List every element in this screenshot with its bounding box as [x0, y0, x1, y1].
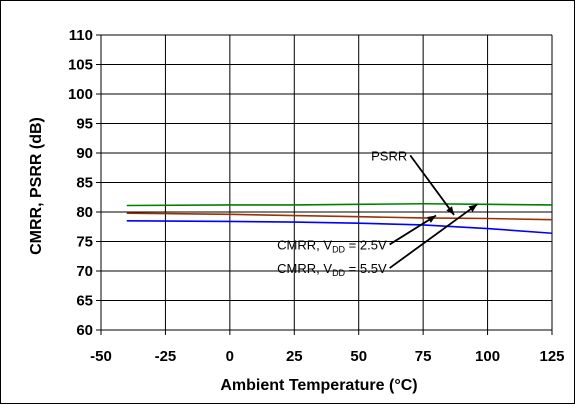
- y-tick-label: 110: [69, 27, 93, 44]
- annotation-arrow: [389, 203, 478, 269]
- y-tick-label: 105: [68, 57, 93, 74]
- y-tick-label: 95: [76, 116, 93, 133]
- grid: [96, 34, 553, 335]
- x-tick-label: 100: [475, 348, 500, 365]
- x-tick-label: 25: [286, 348, 303, 365]
- tick-labels: -50 -25 0 25 50 75 100 125 60 65 70 75 80 85 90 95 100 10…: [68, 27, 565, 365]
- x-tick-label: 50: [350, 348, 367, 365]
- annotation-label: CMRR, VDD = 2.5V: [277, 237, 387, 254]
- annotation-arrowhead: [468, 204, 478, 213]
- annotation-label: PSRR: [371, 148, 407, 163]
- annotation-text: CMRR, V: [277, 237, 332, 252]
- series-lines: [126, 202, 553, 235]
- annotation-suffix: = 5.5V: [345, 261, 387, 276]
- x-axis-label: Ambient Temperature (°C): [220, 377, 417, 394]
- y-tick-label: 65: [76, 293, 93, 310]
- annotation-arrow: [389, 214, 437, 246]
- y-tick-label: 90: [76, 145, 93, 162]
- annotation-arrowhead: [427, 215, 437, 223]
- annotation-arrowhead: [446, 206, 455, 215]
- annotation-suffix: = 2.5V: [345, 237, 387, 252]
- annotation-label: CMRR, VDD = 5.5V: [277, 261, 387, 278]
- series-line: [126, 220, 553, 235]
- y-tick-label: 60: [76, 322, 93, 339]
- annotation-text: PSRR: [371, 148, 407, 163]
- annotation-subscript: DD: [332, 268, 345, 278]
- annotation-arrow: [409, 154, 455, 216]
- x-tick-label: 0: [226, 348, 234, 365]
- series-line: [126, 212, 553, 221]
- x-tick-label: -25: [155, 348, 177, 365]
- x-tick-label: 75: [415, 348, 432, 365]
- x-tick-label: -50: [90, 348, 112, 365]
- annotation-subscript: DD: [332, 244, 345, 254]
- y-tick-label: 80: [76, 204, 93, 221]
- y-tick-label: 75: [76, 234, 93, 251]
- y-tick-label: 85: [76, 175, 93, 192]
- series-line: [126, 202, 553, 207]
- y-axis-label: CMRR, PSRR (dB): [28, 117, 45, 255]
- y-tick-label: 70: [76, 263, 93, 280]
- x-tick-label: 125: [539, 348, 564, 365]
- y-tick-label: 100: [68, 86, 93, 103]
- annotation-text: CMRR, V: [277, 261, 332, 276]
